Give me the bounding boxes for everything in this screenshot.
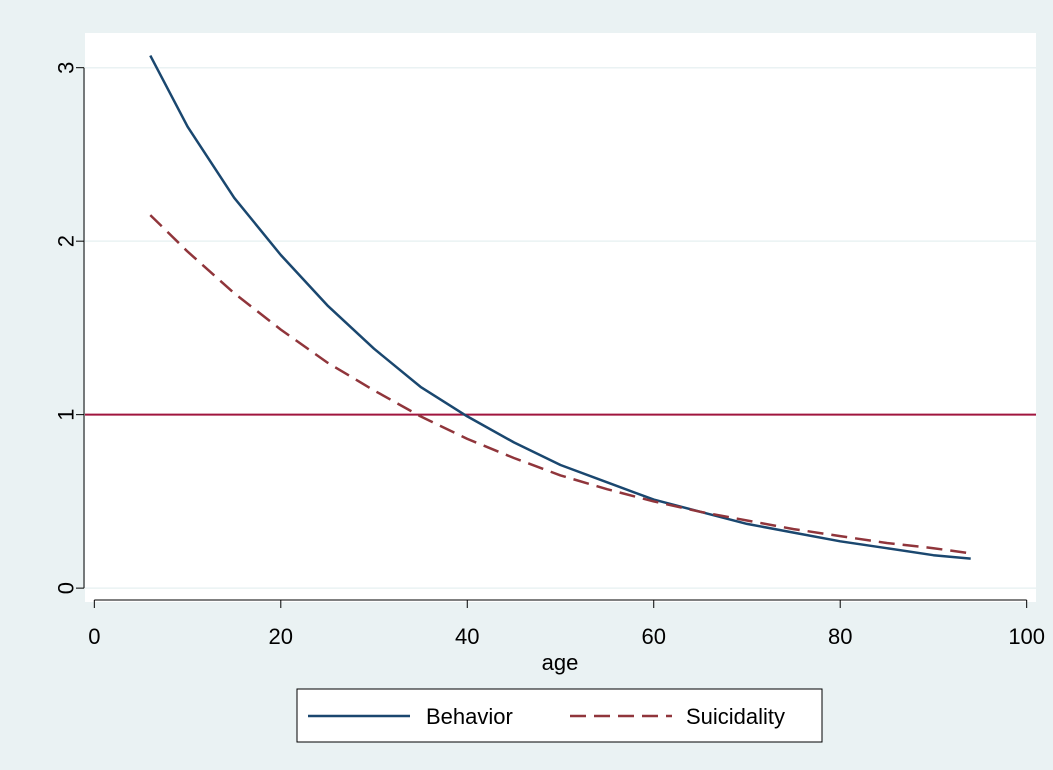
series-group — [149, 55, 971, 560]
series-line-suicidality — [149, 214, 971, 555]
x-tick-label: 100 — [1008, 624, 1045, 649]
legend-label-behavior: Behavior — [426, 704, 513, 729]
x-axis-title: age — [542, 650, 579, 675]
series-line-behavior — [149, 55, 971, 560]
axes: 0 20 40 60 80 100 0 1 2 3 — [54, 62, 1046, 649]
x-tick-label: 40 — [455, 624, 479, 649]
plot-area — [85, 33, 1036, 602]
x-tick-label: 0 — [88, 624, 100, 649]
legend: Behavior Suicidality — [296, 688, 823, 743]
x-tick-label: 60 — [641, 624, 665, 649]
y-tick-label: 2 — [54, 235, 79, 247]
y-tick-label: 3 — [54, 62, 79, 74]
x-tick-label: 80 — [828, 624, 852, 649]
legend-label-suicidality: Suicidality — [686, 704, 785, 729]
y-tick-label: 0 — [54, 582, 79, 594]
y-tick-label: 1 — [54, 409, 79, 421]
x-tick-label: 20 — [269, 624, 293, 649]
